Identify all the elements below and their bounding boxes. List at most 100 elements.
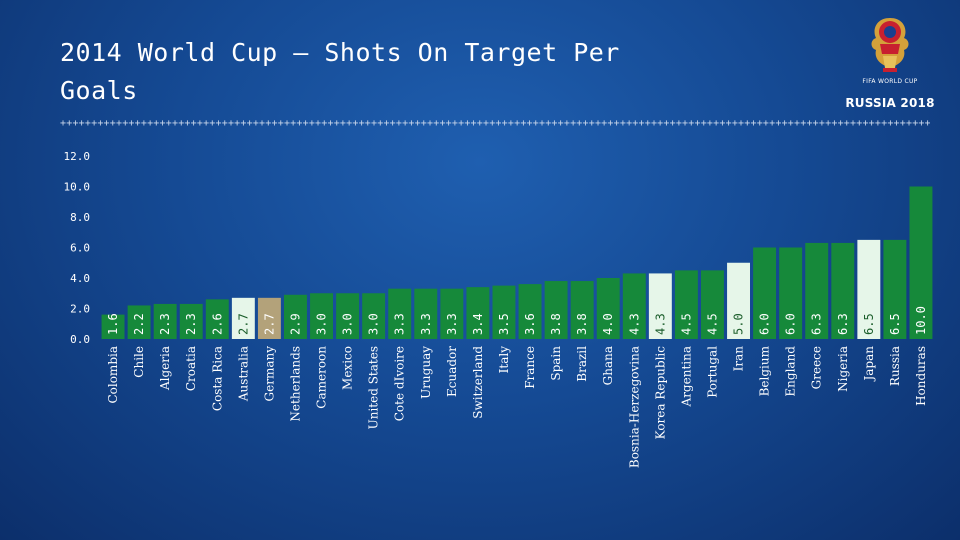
data-label: 6.0 (758, 313, 772, 335)
x-tick-label: Algeria (158, 346, 172, 391)
bar (362, 293, 386, 339)
bar (596, 278, 620, 339)
data-label: 3.0 (367, 313, 381, 335)
data-label: 5.0 (732, 313, 746, 335)
x-tick-label: Spain (549, 346, 563, 381)
bar (257, 297, 281, 339)
slide-title: 2014 World Cup – Shots On Target Per Goa… (60, 38, 620, 105)
bar (701, 270, 724, 339)
x-tick-label: Netherlands (288, 346, 302, 422)
x-tick-label: United States (367, 346, 381, 429)
bar (310, 293, 333, 339)
data-label: 3.0 (315, 313, 329, 335)
data-label: 3.4 (471, 313, 485, 335)
data-label: 4.3 (653, 313, 667, 335)
data-label: 6.5 (862, 313, 876, 335)
x-tick-label: Ghana (601, 346, 615, 385)
data-label: 4.5 (679, 313, 693, 335)
x-tick-label: Honduras (914, 346, 928, 406)
bar (518, 284, 542, 339)
bar (440, 288, 464, 339)
logo-title: RUSSIA 2018 (845, 96, 935, 110)
data-label: 4.3 (627, 313, 641, 335)
data-label: 1.6 (106, 313, 120, 335)
bar (779, 247, 803, 339)
bar (883, 239, 907, 339)
bar (205, 299, 229, 339)
data-label: 2.7 (236, 313, 250, 335)
data-label: 6.0 (784, 313, 798, 335)
y-tick-label: 0.0 (70, 333, 90, 346)
x-tick-label: Greece (810, 346, 824, 389)
x-tick-label: Mexico (341, 346, 355, 390)
x-tick-label: Australia (236, 346, 250, 402)
data-label: 4.0 (601, 313, 615, 335)
y-tick-label: 10.0 (64, 181, 91, 194)
y-tick-label: 6.0 (70, 242, 90, 255)
data-label: 4.5 (705, 313, 719, 335)
x-tick-label: Italy (497, 346, 511, 374)
bar (909, 186, 933, 339)
y-tick-label: 2.0 (70, 303, 90, 316)
data-label: 3.3 (393, 313, 407, 335)
x-tick-label: Nigeria (836, 346, 850, 392)
data-label: 2.3 (184, 313, 198, 335)
bar (179, 303, 203, 339)
world-cup-logo: FIFA WORLD CUP RUSSIA 2018 (840, 14, 940, 120)
data-label: 3.8 (549, 313, 563, 335)
logo-subtitle: FIFA WORLD CUP (862, 78, 918, 85)
x-tick-label: Ecuador (445, 346, 459, 397)
data-label: 6.5 (888, 313, 902, 335)
x-tick-label: Chile (132, 346, 146, 378)
x-tick-label: Costa Rica (210, 346, 224, 411)
bar (674, 270, 698, 339)
bar (857, 239, 881, 339)
bar (727, 262, 750, 339)
data-label: 10.0 (914, 306, 928, 335)
bar (336, 293, 360, 339)
y-tick-label: 12.0 (64, 150, 91, 163)
data-label: 3.8 (575, 313, 589, 335)
data-label: 6.3 (836, 313, 850, 335)
bar (153, 303, 177, 339)
world-cup-emblem-icon (871, 18, 909, 72)
x-tick-label: Argentina (679, 346, 693, 407)
x-tick-label: Japan (862, 346, 876, 383)
x-tick-label: Russia (888, 346, 902, 386)
data-label: 2.9 (288, 313, 302, 335)
x-tick-label: Cote dIvoire (393, 346, 407, 421)
data-label: 2.3 (158, 313, 172, 335)
x-tick-label: Colombia (106, 346, 120, 404)
bar (388, 288, 412, 339)
bar (414, 288, 438, 339)
x-tick-label: Korea Republic (653, 346, 667, 440)
data-label: 2.6 (210, 313, 224, 335)
x-tick-label: England (784, 346, 798, 397)
data-label: 3.3 (445, 313, 459, 335)
bar (831, 242, 855, 339)
data-label: 3.5 (497, 313, 511, 335)
x-tick-label: Switzerland (471, 346, 485, 419)
x-tick-label: Croatia (184, 346, 198, 391)
y-tick-label: 8.0 (70, 211, 90, 224)
data-label: 3.3 (419, 313, 433, 335)
bar (466, 287, 490, 339)
x-tick-label: Cameroon (315, 346, 329, 409)
x-tick-label: Iran (732, 346, 746, 372)
x-tick-label: Portugal (705, 346, 719, 398)
data-label: 2.7 (262, 313, 276, 335)
data-label: 2.2 (132, 313, 146, 335)
bar (805, 242, 829, 339)
x-tick-label: Bosnia-Herzegovina (627, 346, 641, 468)
x-tick-label: Brazil (575, 346, 589, 382)
bar (622, 273, 646, 339)
bar (127, 305, 151, 339)
bar (648, 273, 672, 339)
data-label: 3.6 (523, 313, 537, 335)
bar (570, 281, 594, 339)
y-tick-label: 4.0 (70, 272, 90, 285)
x-tick-label: Uruguay (419, 346, 433, 399)
title-divider: ++++++++++++++++++++++++++++++++++++++++… (60, 118, 930, 129)
data-label: 3.0 (341, 313, 355, 335)
